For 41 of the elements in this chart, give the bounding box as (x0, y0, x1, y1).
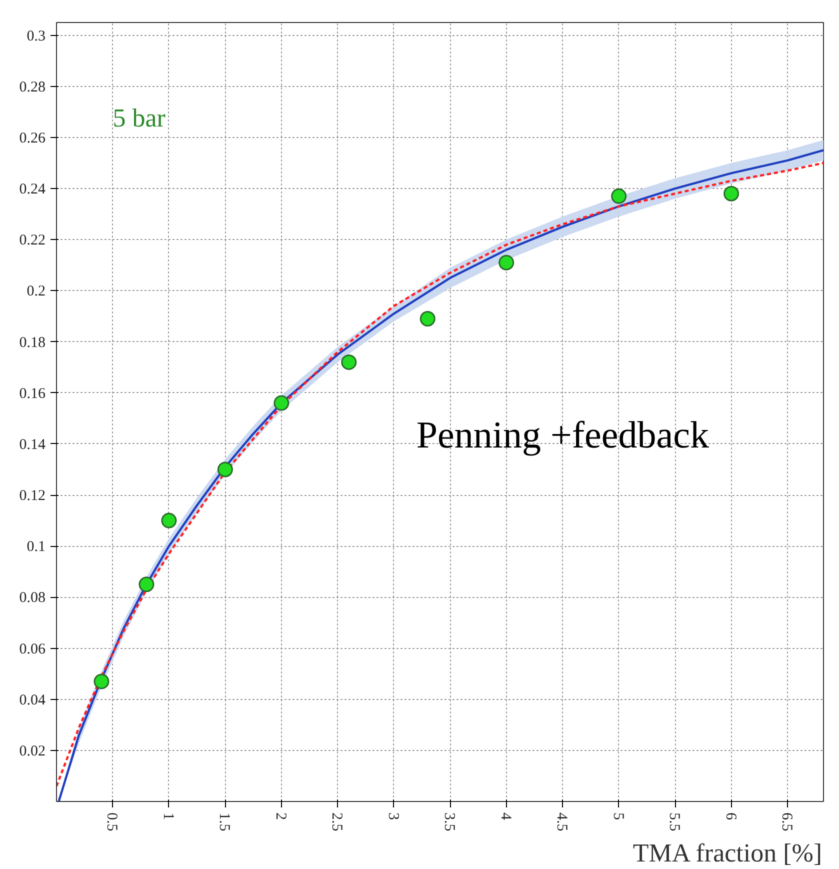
y-tick-label: 0.04 (19, 692, 46, 708)
annotation: Penning +feedback (416, 414, 709, 457)
y-tick-label: 0.26 (19, 130, 46, 146)
point (724, 186, 740, 202)
x-tick-label: 1.5 (216, 812, 232, 832)
point (217, 462, 233, 478)
x-tick-label: 4 (497, 812, 514, 820)
point (94, 674, 110, 690)
y-tick-label: 0.02 (19, 743, 46, 760)
point (161, 512, 177, 528)
y-tick-label: 0.28 (19, 79, 46, 96)
x-tick-label: 5 (610, 812, 626, 820)
x-tick-label: 2.5 (328, 812, 345, 832)
y-tick-label: 0.12 (19, 488, 46, 504)
point (138, 576, 154, 592)
point (274, 395, 290, 411)
y-tick-label: 0.16 (19, 386, 46, 402)
x-tick-label: 3 (384, 812, 401, 820)
x-tick-label: 6 (722, 812, 738, 820)
y-tick-label: 0.22 (19, 232, 46, 249)
x-tick-label: 2 (272, 812, 288, 820)
y-tick-label: 0.2 (26, 284, 46, 300)
y-tick-label: 0.1 (26, 539, 46, 556)
x-tick-label: 1 (160, 812, 176, 820)
x-tick-label: 0.5 (104, 812, 120, 832)
point (420, 311, 436, 327)
x-tick-label: 5.5 (666, 812, 682, 832)
x-axis-title: TMA fraction [%] (632, 838, 822, 868)
y-tick-label: 0.24 (19, 182, 46, 198)
annotation: 5 bar (112, 103, 166, 132)
y-tick-label: 0.3 (26, 28, 46, 44)
y-tick-label: 0.18 (19, 334, 46, 351)
point (498, 254, 514, 270)
y-tick-label: 0.14 (19, 436, 46, 453)
y-tick-label: 0.08 (19, 590, 46, 606)
y-tick-label: 0.06 (19, 641, 46, 658)
x-tick-label: 6.5 (778, 812, 795, 832)
x-tick-label: 3.5 (441, 812, 458, 832)
x-tick-label: 4.5 (554, 812, 570, 832)
point (341, 354, 357, 370)
point (611, 188, 627, 204)
